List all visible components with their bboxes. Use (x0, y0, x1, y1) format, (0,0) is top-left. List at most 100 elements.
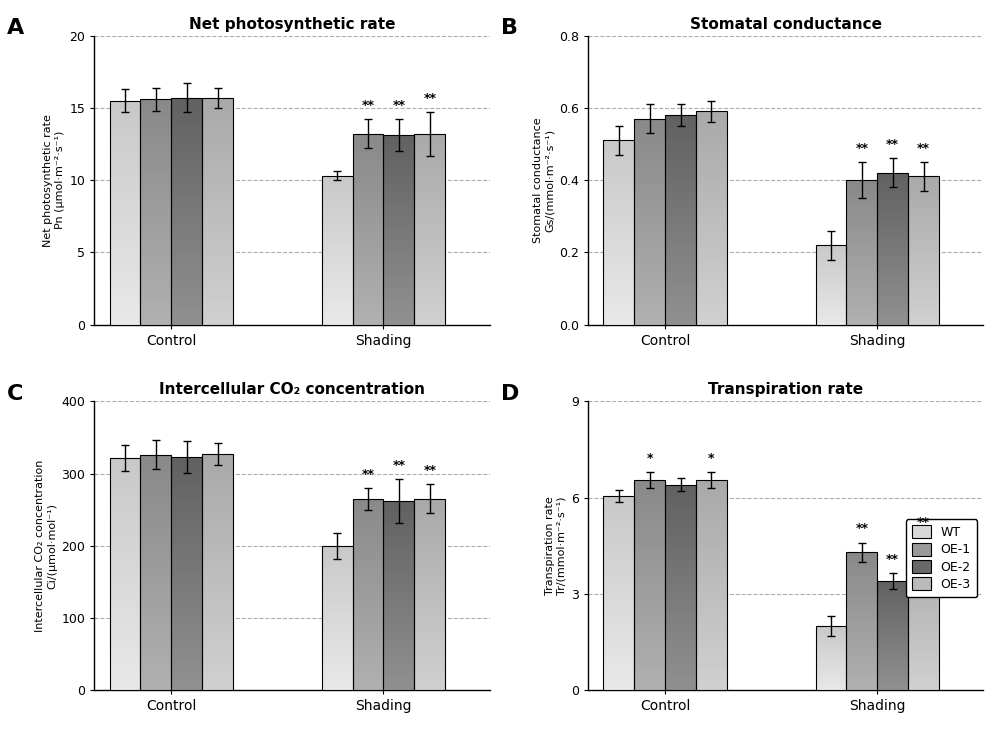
Bar (322, 632, 353, 634)
Bar (202, 548, 233, 551)
Bar (202, 220, 233, 223)
Bar (353, 227, 383, 229)
Bar (140, 283, 171, 285)
Bar (140, 237, 171, 240)
Bar (816, 319, 846, 320)
Bar (353, 642, 383, 645)
Bar (603, 221, 634, 223)
Bar (140, 484, 171, 487)
Bar (414, 654, 445, 657)
Bar (140, 147, 171, 150)
Bar (414, 631, 445, 633)
Bar (877, 293, 908, 294)
Bar (634, 507, 665, 509)
Bar (171, 585, 202, 588)
Bar (696, 309, 727, 311)
Bar (171, 120, 202, 123)
Bar (110, 299, 140, 302)
Bar (846, 231, 877, 232)
Bar (202, 104, 233, 107)
Bar (877, 639, 908, 641)
Bar (696, 683, 727, 685)
Bar (846, 677, 877, 678)
Bar (202, 112, 233, 115)
Bar (322, 650, 353, 653)
Bar (202, 616, 233, 620)
Bar (816, 635, 846, 636)
Bar (140, 291, 171, 293)
Bar (140, 207, 171, 209)
Bar (603, 523, 634, 525)
Bar (383, 256, 414, 258)
Bar (634, 291, 665, 293)
Bar (202, 587, 233, 590)
Bar (383, 610, 414, 612)
Bar (665, 285, 696, 288)
Bar (383, 282, 414, 285)
Bar (846, 666, 877, 668)
Bar (202, 208, 233, 211)
Bar (202, 143, 233, 146)
Bar (414, 515, 445, 518)
Bar (353, 623, 383, 626)
Bar (171, 612, 202, 615)
Bar (877, 209, 908, 211)
Bar (414, 681, 445, 683)
Bar (171, 556, 202, 559)
Bar (908, 253, 939, 254)
Bar (908, 277, 939, 278)
Bar (322, 661, 353, 664)
Bar (908, 285, 939, 288)
Bar (877, 644, 908, 645)
Bar (665, 595, 696, 598)
Bar (171, 489, 202, 492)
Bar (110, 502, 140, 504)
Bar (665, 317, 696, 319)
Bar (414, 568, 445, 571)
Bar (110, 120, 140, 123)
Bar (877, 311, 908, 313)
Bar (383, 501, 414, 691)
Bar (877, 599, 908, 600)
Bar (110, 539, 140, 542)
Bar (110, 591, 140, 594)
Bar (140, 455, 171, 691)
Bar (877, 623, 908, 625)
Bar (877, 652, 908, 653)
Bar (322, 183, 353, 185)
Bar (414, 614, 445, 616)
Bar (665, 269, 696, 272)
Bar (353, 669, 383, 671)
Bar (414, 659, 445, 661)
Bar (846, 577, 877, 578)
Bar (603, 200, 634, 202)
Bar (171, 650, 202, 653)
Bar (877, 249, 908, 250)
Bar (414, 174, 445, 177)
Bar (665, 503, 696, 505)
Bar (908, 182, 939, 184)
Bar (634, 261, 665, 263)
Bar (634, 147, 665, 150)
Bar (816, 639, 846, 640)
Bar (877, 285, 908, 287)
Bar (877, 642, 908, 644)
Bar (171, 277, 202, 280)
Bar (816, 650, 846, 651)
Bar (877, 205, 908, 207)
Bar (665, 165, 696, 167)
Bar (353, 535, 383, 537)
Bar (908, 654, 939, 656)
Bar (414, 650, 445, 652)
Bar (634, 559, 665, 561)
Bar (665, 254, 696, 256)
Bar (140, 133, 171, 136)
Bar (140, 127, 171, 130)
Bar (696, 509, 727, 512)
Bar (846, 571, 877, 573)
Bar (171, 191, 202, 194)
Bar (322, 204, 353, 206)
Bar (908, 656, 939, 658)
Bar (908, 299, 939, 301)
Bar (110, 650, 140, 653)
